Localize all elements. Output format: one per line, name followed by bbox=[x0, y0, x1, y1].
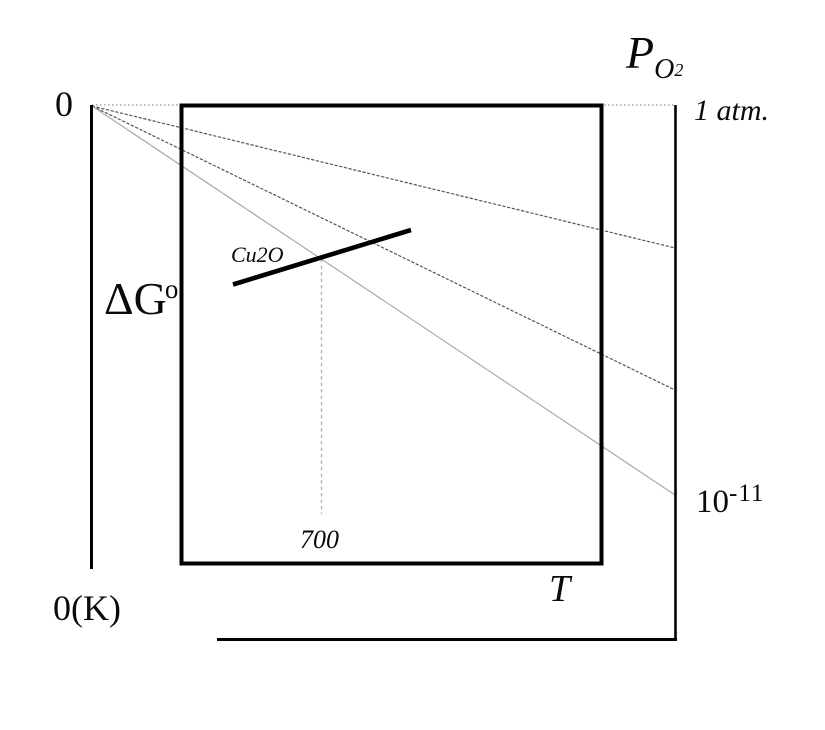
delta-g-superscript: o bbox=[164, 274, 179, 304]
cu2o-line-label: Cu2O bbox=[231, 242, 284, 267]
po2-nomograph-ray-1 bbox=[91, 105, 676, 249]
x-axis-title: T bbox=[549, 568, 571, 610]
y-axis-zero-label: 0 bbox=[55, 84, 73, 124]
ten-exponent-text: -11 bbox=[729, 480, 765, 507]
temperature-tick-label: 700 bbox=[300, 525, 339, 554]
y-axis-title: ΔGo bbox=[104, 276, 178, 322]
po2-scale-title: PO2 bbox=[626, 30, 683, 84]
po2-p-text: P bbox=[626, 27, 655, 78]
po2-top-value-label: 1 atm. bbox=[694, 94, 769, 127]
po2-subscript-2: 2 bbox=[674, 60, 684, 80]
plot-box bbox=[179, 103, 604, 566]
ten-base-text: 10 bbox=[696, 484, 729, 520]
po2-subscript-o: O bbox=[654, 54, 675, 85]
cu2o-equilibrium-line bbox=[232, 227, 412, 287]
po2-bottom-value-label: 10-11 bbox=[696, 481, 764, 519]
x-axis-origin-label: 0(K) bbox=[53, 588, 121, 628]
po2-nomograph-ray-2 bbox=[91, 105, 676, 391]
delta-g-text: ΔG bbox=[104, 273, 167, 324]
po2-10e-11-ray bbox=[91, 105, 676, 496]
